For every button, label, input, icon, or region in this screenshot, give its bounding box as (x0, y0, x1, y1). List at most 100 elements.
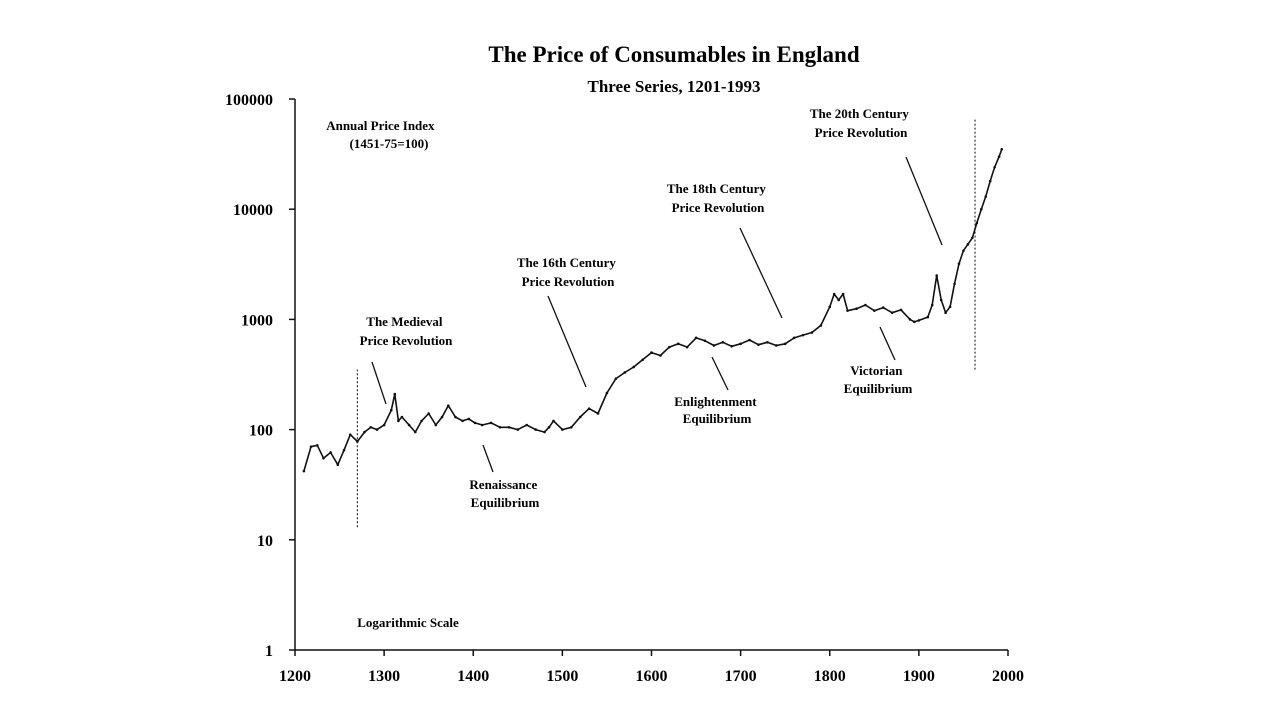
leader-20th-century (905, 156, 943, 246)
data-point (864, 303, 867, 307)
data-point (913, 320, 916, 324)
series-line-price-index (303, 148, 1003, 472)
data-point (336, 463, 340, 467)
data-point (427, 412, 430, 415)
leader-renaissance (482, 444, 494, 473)
data-point (407, 423, 411, 427)
leader-16th-century (547, 295, 587, 388)
data-point (979, 207, 983, 211)
x-ticks: 1200 1300 1400 1500 1600 1700 1800 1900 2000 (279, 650, 1024, 685)
data-point (953, 282, 956, 286)
data-point (382, 423, 386, 427)
data-point (935, 274, 938, 277)
data-point (605, 391, 609, 395)
annotation-20th-century-price-revolution: The 20th Century Price Revolution (810, 106, 912, 140)
leader-medieval (371, 361, 387, 405)
annotation-medieval-price-revolution: The Medieval Price Revolution (360, 314, 454, 348)
data-point (552, 419, 555, 423)
data-point (498, 425, 502, 429)
leader-18th-century (739, 227, 783, 319)
data-point (676, 342, 680, 346)
series-points (302, 147, 1004, 473)
data-point (440, 415, 444, 419)
annotation-victorian-equilibrium: Victorian Equilibrium (844, 363, 913, 396)
data-point (547, 425, 551, 429)
data-point (569, 425, 573, 429)
data-point (356, 440, 359, 443)
y-tick-label: 10000 (233, 202, 273, 219)
annotation-18th-century-price-revolution: The 18th Century Price Revolution (667, 181, 769, 215)
data-point (908, 318, 912, 321)
data-point (748, 338, 751, 342)
data-point (1000, 147, 1004, 151)
data-point (721, 340, 725, 344)
y-tick-label: 1 (265, 643, 273, 660)
data-point (389, 408, 393, 412)
leader-enlightenment (711, 356, 729, 391)
data-point (832, 292, 836, 296)
data-point (828, 305, 832, 309)
data-point (400, 415, 404, 419)
data-point (739, 342, 742, 346)
leader-lines (371, 156, 943, 473)
data-point (397, 419, 400, 423)
data-point (348, 433, 352, 436)
data-point (329, 451, 332, 454)
data-point (890, 311, 894, 315)
x-tick-label: 1500 (546, 668, 578, 685)
data-point (375, 428, 379, 431)
data-point (783, 342, 787, 346)
annotations: Annual Price Index (1451-75=100) The Med… (326, 106, 912, 630)
x-tick-label: 2000 (992, 668, 1024, 685)
data-point (473, 421, 477, 425)
data-point (507, 425, 511, 429)
data-point (855, 307, 858, 311)
data-point (774, 344, 778, 347)
data-point (926, 315, 930, 319)
data-point (659, 354, 662, 357)
annotation-enlightenment-equilibrium: Enlightenment Equilibrium (674, 394, 760, 426)
data-point (984, 195, 988, 198)
data-point (315, 444, 319, 447)
x-tick-label: 1800 (814, 668, 846, 685)
data-point (309, 445, 313, 448)
data-point (543, 430, 546, 434)
data-point (516, 428, 520, 431)
data-point (420, 419, 423, 423)
data-point (837, 298, 840, 302)
data-point (873, 309, 876, 312)
annotation-logarithmic-scale: Logarithmic Scale (357, 615, 459, 630)
y-ticks: 1 10 100 1000 10000 100000 (225, 92, 295, 660)
data-point (685, 345, 689, 349)
x-tick-label: 1700 (725, 668, 757, 685)
data-point (930, 303, 934, 307)
data-point (342, 448, 346, 452)
data-point (446, 404, 450, 407)
plot-area (302, 119, 1004, 528)
data-point (534, 428, 537, 431)
y-tick-label: 100 (249, 423, 273, 440)
data-point (939, 298, 943, 302)
data-point (881, 306, 885, 309)
data-point (730, 345, 734, 348)
data-point (467, 417, 471, 421)
data-point (712, 344, 716, 347)
data-point (480, 423, 484, 427)
data-point (993, 166, 996, 169)
chart-title: The Price of Consumables in England (488, 42, 859, 67)
data-point (966, 243, 970, 246)
data-point (641, 358, 644, 362)
x-tick-label: 1600 (636, 668, 668, 685)
data-point (302, 469, 306, 473)
data-point (454, 415, 457, 419)
leader-victorian (879, 326, 896, 361)
y-tick-label: 10 (257, 533, 273, 550)
data-point (525, 423, 529, 427)
data-point (948, 305, 952, 309)
data-point (632, 365, 635, 369)
y-tick-label: 1000 (241, 312, 273, 329)
data-point (703, 339, 707, 343)
x-tick-label: 1900 (903, 668, 935, 685)
data-point (988, 179, 992, 183)
data-point (975, 221, 979, 225)
